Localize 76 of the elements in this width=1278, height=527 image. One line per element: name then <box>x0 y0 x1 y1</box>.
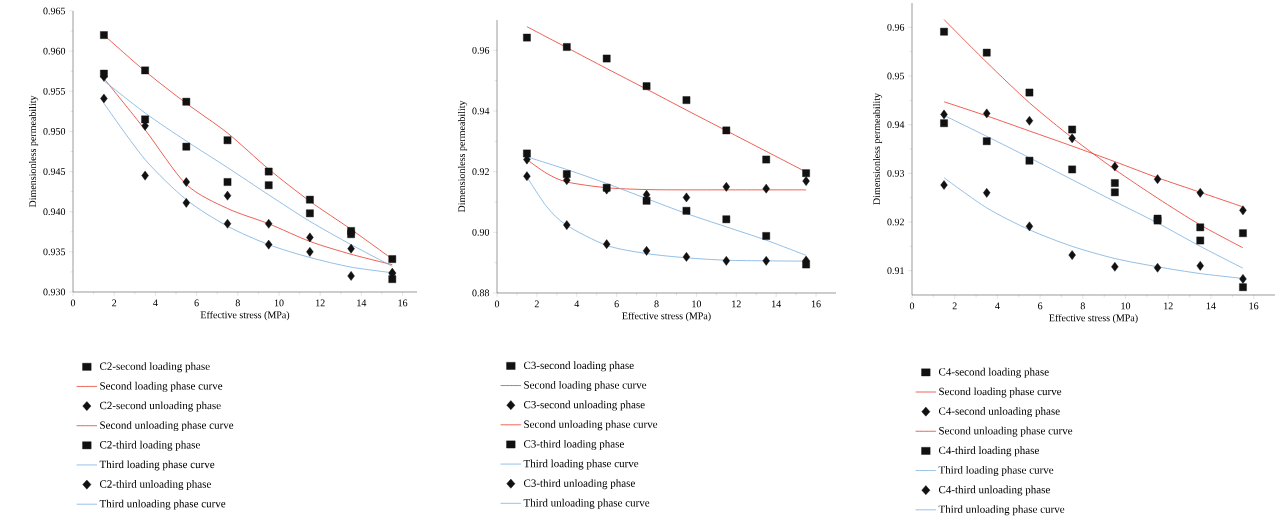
legend-label: C3-third loading phase <box>523 439 624 450</box>
y-axis-title: Dimensionless permeability <box>29 95 39 208</box>
legend-label: Third unloading phase curve <box>523 498 650 509</box>
legend-label: C3-second loading phase <box>523 361 634 372</box>
y-tick-label: 0.94 <box>472 107 490 115</box>
legend-label: C2-third unloading phase <box>99 480 211 491</box>
x-tick-label: 14 <box>357 299 367 307</box>
y-axis-title: Dimensionless permeability <box>458 100 468 213</box>
x-tick-label: 0 <box>70 299 76 307</box>
y-tick-label: 0.93 <box>887 169 905 177</box>
y-tick-label: 0.90 <box>472 228 490 236</box>
y-tick-label: 0.940 <box>43 208 66 216</box>
y-tick-label: 0.92 <box>887 218 904 226</box>
x-tick-label: 2 <box>534 300 539 308</box>
x-axis-title: Effective stress (MPa) <box>1049 314 1138 324</box>
x-tick-label: 10 <box>692 300 702 308</box>
x-tick-label: 0 <box>494 300 500 308</box>
legend-label: C2-third loading phase <box>99 440 200 451</box>
y-tick-label: 0.96 <box>887 23 905 31</box>
legend-label: C3-second unloading phase <box>523 400 645 411</box>
legend-label: C2-second unloading phase <box>99 401 221 412</box>
y-tick-label: 0.960 <box>43 47 66 55</box>
legend-label: Third loading phase curve <box>523 459 639 470</box>
x-tick-label: 14 <box>772 300 782 308</box>
y-tick-label: 0.91 <box>887 267 904 275</box>
legend-label: C2-second loading phase <box>99 362 210 373</box>
legend-label: C4-second loading phase <box>938 367 1049 378</box>
x-tick-label: 12 <box>1164 302 1173 310</box>
x-tick-label: 6 <box>194 299 199 307</box>
legend-label: Second unloading phase curve <box>939 426 1073 437</box>
legend-label: Second loading phase curve <box>100 381 223 392</box>
legend-label: Second loading phase curve <box>939 387 1062 398</box>
legend-label: C4-second unloading phase <box>938 407 1060 418</box>
y-tick-label: 0.94 <box>887 121 905 129</box>
x-tick-label: 16 <box>398 299 408 307</box>
y-tick-label: 0.92 <box>472 168 489 176</box>
legend-label: C4-third loading phase <box>938 446 1039 457</box>
y-tick-label: 0.96 <box>472 46 490 54</box>
y-axis-title: Dimensionless permeability <box>873 93 883 205</box>
y-tick-label: 0.930 <box>43 288 66 296</box>
legend-label: C3-third unloading phase <box>523 479 635 490</box>
x-tick-label: 6 <box>614 300 619 308</box>
legend-label: Second unloading phase curve <box>524 420 658 431</box>
legend-label: Third unloading phase curve <box>99 499 226 510</box>
x-tick-label: 10 <box>1121 302 1131 310</box>
x-axis-title: Effective stress (MPa) <box>200 311 290 321</box>
legend-label: C4-third unloading phase <box>938 485 1050 496</box>
legend-label: Third loading phase curve <box>938 465 1054 476</box>
x-tick-label: 16 <box>811 300 821 308</box>
legend-label: Second unloading phase curve <box>100 421 234 432</box>
x-tick-label: 4 <box>574 300 580 308</box>
x-tick-label: 2 <box>112 299 117 307</box>
x-tick-label: 2 <box>952 302 957 310</box>
y-tick-label: 0.965 <box>43 7 66 15</box>
legend-label: Third unloading phase curve <box>938 505 1065 516</box>
x-tick-label: 8 <box>235 299 240 307</box>
y-tick-label: 0.945 <box>43 168 66 175</box>
y-tick-label: 0.95 <box>887 72 905 80</box>
x-tick-label: 4 <box>153 299 158 307</box>
legend-label: Second loading phase curve <box>524 380 647 391</box>
x-tick-label: 6 <box>1038 302 1043 310</box>
y-tick-label: 0.950 <box>43 128 66 135</box>
x-tick-label: 12 <box>732 300 741 308</box>
x-tick-label: 12 <box>316 299 325 307</box>
x-tick-label: 10 <box>274 299 284 307</box>
x-tick-label: 14 <box>1206 302 1216 310</box>
x-tick-label: 8 <box>1080 302 1085 310</box>
x-tick-label: 8 <box>654 300 659 308</box>
legend-label: Third loading phase curve <box>99 460 215 471</box>
x-axis-title: Effective stress (MPa) <box>622 312 711 322</box>
x-tick-label: 4 <box>995 302 1000 310</box>
y-tick-label: 0.955 <box>43 87 66 95</box>
x-tick-label: 0 <box>909 302 915 310</box>
y-tick-label: 0.88 <box>472 289 490 297</box>
y-tick-label: 0.935 <box>43 248 66 256</box>
x-tick-label: 16 <box>1249 302 1259 310</box>
